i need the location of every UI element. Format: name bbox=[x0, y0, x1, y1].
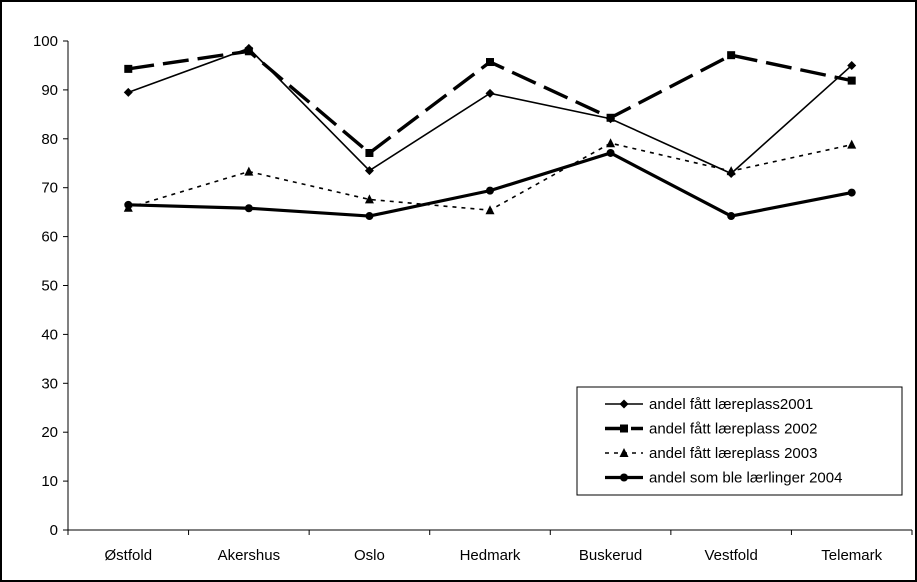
series-4 bbox=[124, 148, 856, 221]
data-point bbox=[364, 194, 374, 204]
data-point bbox=[485, 205, 495, 215]
series-3 bbox=[123, 138, 857, 215]
data-point bbox=[727, 212, 736, 221]
legend: andel fått læreplass2001 andel fått lærep… bbox=[576, 386, 903, 496]
data-point bbox=[364, 166, 374, 176]
legend-item: andel som ble lærlinger 2004 bbox=[605, 470, 842, 487]
data-point bbox=[365, 212, 374, 221]
data-point bbox=[244, 47, 253, 56]
data-point bbox=[606, 138, 616, 148]
legend-item: andel fått læreplass2001 bbox=[605, 396, 813, 413]
y-tick-label: 90 bbox=[41, 82, 58, 99]
data-point bbox=[847, 139, 857, 149]
y-tick-label: 0 bbox=[50, 522, 58, 539]
legend-swatch-marker bbox=[619, 399, 629, 409]
legend-item: andel fått læreplass 2003 bbox=[605, 445, 817, 462]
data-point bbox=[847, 76, 856, 85]
x-tick-label: Buskerud bbox=[579, 547, 642, 564]
x-tick-label: Oslo bbox=[354, 547, 385, 564]
data-point bbox=[727, 51, 736, 60]
legend-label: andel fått læreplass2001 bbox=[649, 396, 813, 413]
legend-label: andel som ble lærlinger 2004 bbox=[649, 470, 842, 487]
data-point bbox=[365, 148, 374, 157]
y-tick-label: 30 bbox=[41, 375, 58, 392]
y-tick-label: 50 bbox=[41, 278, 58, 295]
series-2 bbox=[124, 47, 856, 157]
series-layer bbox=[123, 43, 857, 221]
series-line bbox=[128, 142, 852, 212]
axes: 0 10 20 30 40 50 60 70 80 90 100 Østfold Akershus Osl… bbox=[33, 33, 913, 564]
data-point bbox=[124, 64, 133, 73]
data-point bbox=[124, 200, 133, 209]
x-tick-label: Vestfold bbox=[704, 547, 757, 564]
data-point bbox=[726, 166, 736, 176]
y-tick-label: 10 bbox=[41, 473, 58, 490]
data-point bbox=[123, 87, 133, 97]
y-tick-label: 80 bbox=[41, 131, 58, 148]
data-point bbox=[244, 166, 254, 176]
data-point bbox=[606, 148, 615, 157]
legend-swatch-marker bbox=[620, 473, 628, 482]
y-tick-label: 60 bbox=[41, 229, 58, 246]
x-tick-label: Østfold bbox=[105, 547, 153, 564]
legend-label: andel fått læreplass 2002 bbox=[649, 421, 817, 438]
y-tick-label: 20 bbox=[41, 424, 58, 441]
data-point bbox=[847, 60, 857, 70]
data-point bbox=[847, 188, 856, 197]
data-point bbox=[486, 58, 494, 67]
data-point bbox=[486, 186, 494, 195]
legend-swatch-marker bbox=[619, 448, 629, 457]
y-tick-label: 70 bbox=[41, 180, 58, 197]
x-tick-label: Akershus bbox=[218, 547, 281, 564]
y-tick-label: 40 bbox=[41, 326, 58, 343]
legend-swatch-marker bbox=[620, 424, 628, 433]
legend-label: andel fått læreplass 2003 bbox=[649, 445, 817, 462]
x-tick-label: Telemark bbox=[821, 547, 882, 564]
series-line bbox=[128, 47, 853, 175]
legend-item: andel fått læreplass 2002 bbox=[605, 421, 817, 438]
series-line bbox=[128, 49, 853, 156]
y-tick-label: 100 bbox=[33, 33, 58, 50]
data-point bbox=[485, 88, 495, 98]
data-point bbox=[606, 113, 615, 122]
x-tick-label: Hedmark bbox=[460, 547, 521, 564]
data-point bbox=[244, 204, 253, 213]
